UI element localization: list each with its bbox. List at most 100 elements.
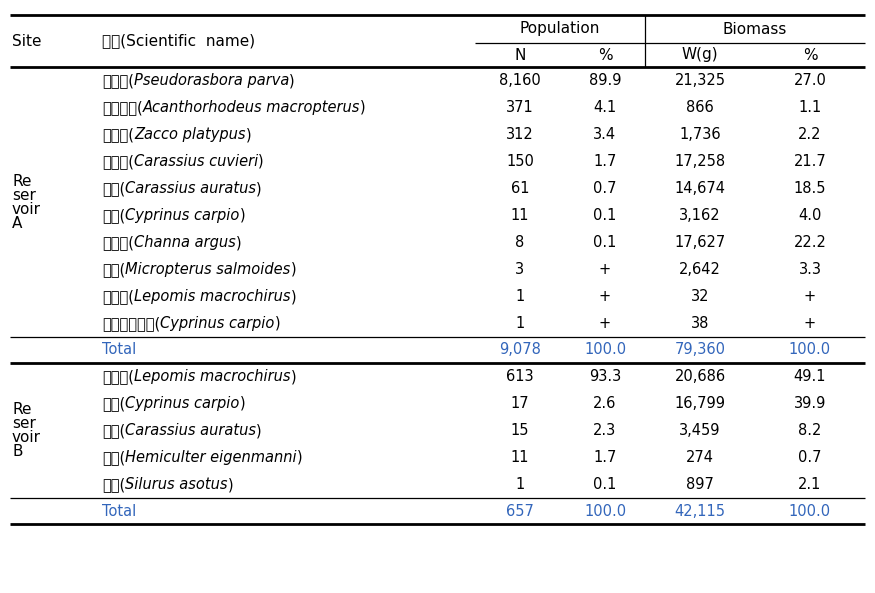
Text: 붕어(: 붕어( bbox=[102, 181, 125, 196]
Text: 4.1: 4.1 bbox=[593, 100, 617, 115]
Text: 22.2: 22.2 bbox=[794, 235, 827, 250]
Text: 61: 61 bbox=[511, 181, 529, 196]
Text: Pseudorasbora parva: Pseudorasbora parva bbox=[134, 73, 290, 88]
Text: 4.0: 4.0 bbox=[798, 208, 822, 223]
Text: 100.0: 100.0 bbox=[584, 503, 626, 518]
Text: ser: ser bbox=[12, 187, 36, 202]
Text: Carassius auratus: Carassius auratus bbox=[125, 423, 256, 438]
Text: 11: 11 bbox=[511, 208, 529, 223]
Text: 이스라엘잌어(: 이스라엘잌어( bbox=[102, 316, 160, 331]
Text: Lepomis macrochirus: Lepomis macrochirus bbox=[134, 369, 290, 384]
Text: 866: 866 bbox=[686, 100, 714, 115]
Text: ): ) bbox=[258, 154, 264, 169]
Text: +: + bbox=[598, 289, 611, 304]
Text: Carassius auratus: Carassius auratus bbox=[125, 181, 256, 196]
Text: 93.3: 93.3 bbox=[589, 369, 621, 384]
Text: Re: Re bbox=[12, 174, 32, 189]
Text: ser: ser bbox=[12, 416, 36, 431]
Text: 18.5: 18.5 bbox=[794, 181, 826, 196]
Text: 3: 3 bbox=[515, 262, 525, 277]
Text: 참붕어(: 참붕어( bbox=[102, 73, 134, 88]
Text: 0.7: 0.7 bbox=[798, 450, 822, 465]
Text: 17,627: 17,627 bbox=[675, 235, 725, 250]
Text: 붕어(: 붕어( bbox=[102, 423, 125, 438]
Text: 0.1: 0.1 bbox=[593, 235, 617, 250]
Text: 32: 32 bbox=[690, 289, 710, 304]
Text: 100.0: 100.0 bbox=[584, 343, 626, 358]
Text: 27.0: 27.0 bbox=[794, 73, 827, 88]
Text: 150: 150 bbox=[506, 154, 534, 169]
Text: 블루길(: 블루길( bbox=[102, 289, 134, 304]
Text: 1.7: 1.7 bbox=[593, 154, 617, 169]
Text: voir: voir bbox=[12, 430, 41, 445]
Text: ): ) bbox=[275, 316, 280, 331]
Text: 3.4: 3.4 bbox=[593, 127, 617, 142]
Text: 3.3: 3.3 bbox=[799, 262, 822, 277]
Text: 38: 38 bbox=[691, 316, 710, 331]
Text: ): ) bbox=[240, 208, 245, 223]
Text: Total: Total bbox=[102, 503, 136, 518]
Text: 16,799: 16,799 bbox=[675, 396, 725, 411]
Text: Biomass: Biomass bbox=[723, 21, 788, 37]
Text: 1,736: 1,736 bbox=[679, 127, 721, 142]
Text: 2.1: 2.1 bbox=[798, 477, 822, 492]
Text: Channa argus: Channa argus bbox=[134, 235, 235, 250]
Text: 1.1: 1.1 bbox=[798, 100, 822, 115]
Text: 2.3: 2.3 bbox=[593, 423, 617, 438]
Text: 42,115: 42,115 bbox=[675, 503, 725, 518]
Text: 17: 17 bbox=[511, 396, 529, 411]
Text: Lepomis macrochirus: Lepomis macrochirus bbox=[134, 289, 290, 304]
Text: Cyprinus carpio: Cyprinus carpio bbox=[125, 208, 240, 223]
Text: N: N bbox=[514, 47, 526, 62]
Text: ): ) bbox=[290, 289, 296, 304]
Text: 613: 613 bbox=[506, 369, 534, 384]
Text: 39.9: 39.9 bbox=[794, 396, 826, 411]
Text: 가물치(: 가물치( bbox=[102, 235, 134, 250]
Text: ): ) bbox=[228, 477, 234, 492]
Text: Hemiculter eigenmanni: Hemiculter eigenmanni bbox=[125, 450, 297, 465]
Text: Site: Site bbox=[12, 33, 41, 49]
Text: 피라미(: 피라미( bbox=[102, 127, 134, 142]
Text: ): ) bbox=[256, 423, 262, 438]
Text: 17,258: 17,258 bbox=[675, 154, 725, 169]
Text: 9,078: 9,078 bbox=[499, 343, 541, 358]
Text: 2,642: 2,642 bbox=[679, 262, 721, 277]
Text: +: + bbox=[598, 262, 611, 277]
Text: 89.9: 89.9 bbox=[589, 73, 621, 88]
Text: 20,686: 20,686 bbox=[675, 369, 725, 384]
Text: +: + bbox=[804, 316, 816, 331]
Text: 0.1: 0.1 bbox=[593, 208, 617, 223]
Text: Acanthorhodeus macropterus: Acanthorhodeus macropterus bbox=[143, 100, 360, 115]
Text: 15: 15 bbox=[511, 423, 529, 438]
Text: 8,160: 8,160 bbox=[499, 73, 541, 88]
Text: Cyprinus carpio: Cyprinus carpio bbox=[125, 396, 240, 411]
Text: 치리(: 치리( bbox=[102, 450, 125, 465]
Text: 2.6: 2.6 bbox=[593, 396, 617, 411]
Text: Re: Re bbox=[12, 402, 32, 417]
Text: 1: 1 bbox=[515, 316, 525, 331]
Text: Micropterus salmoides: Micropterus salmoides bbox=[125, 262, 290, 277]
Text: 똑붕어(: 똑붕어( bbox=[102, 154, 134, 169]
Text: Population: Population bbox=[520, 21, 600, 37]
Text: ): ) bbox=[256, 181, 262, 196]
Text: 11: 11 bbox=[511, 450, 529, 465]
Text: 371: 371 bbox=[506, 100, 534, 115]
Text: ): ) bbox=[240, 396, 245, 411]
Text: 베스(: 베스( bbox=[102, 262, 125, 277]
Text: 21,325: 21,325 bbox=[675, 73, 725, 88]
Text: 1: 1 bbox=[515, 289, 525, 304]
Text: 3,459: 3,459 bbox=[679, 423, 721, 438]
Text: +: + bbox=[804, 289, 816, 304]
Text: 블루길(: 블루길( bbox=[102, 369, 134, 384]
Text: 3,162: 3,162 bbox=[679, 208, 721, 223]
Text: 79,360: 79,360 bbox=[675, 343, 725, 358]
Text: 0.1: 0.1 bbox=[593, 477, 617, 492]
Text: ): ) bbox=[360, 100, 366, 115]
Text: Zacco platypus: Zacco platypus bbox=[134, 127, 246, 142]
Text: A: A bbox=[12, 215, 23, 231]
Text: Carassius cuvieri: Carassius cuvieri bbox=[134, 154, 258, 169]
Text: W(g): W(g) bbox=[682, 47, 718, 62]
Text: 8.2: 8.2 bbox=[798, 423, 822, 438]
Text: 메기(: 메기( bbox=[102, 477, 125, 492]
Text: 8: 8 bbox=[515, 235, 525, 250]
